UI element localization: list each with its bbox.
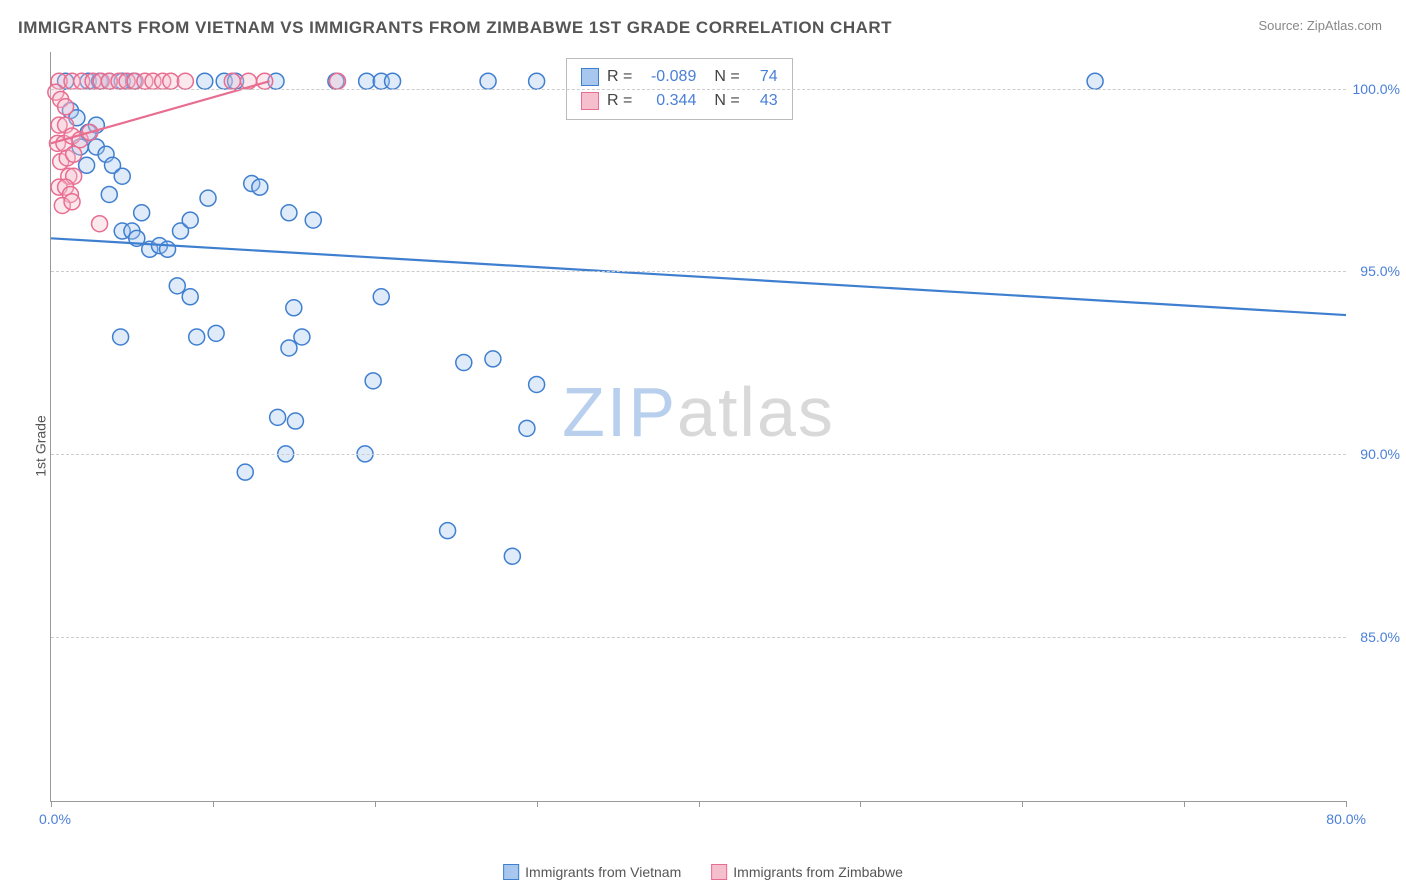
data-point	[64, 194, 80, 210]
data-point	[66, 146, 82, 162]
bottom-legend: Immigrants from Vietnam Immigrants from Z…	[503, 864, 903, 880]
x-max-label: 80.0%	[1326, 811, 1366, 827]
gridline	[51, 271, 1346, 272]
data-point	[134, 205, 150, 221]
data-point	[114, 168, 130, 184]
x-tick	[1346, 801, 1347, 807]
data-point	[485, 351, 501, 367]
source-label: Source: ZipAtlas.com	[1258, 18, 1382, 33]
data-point	[182, 289, 198, 305]
stats-r-label: R =	[607, 65, 632, 89]
stats-r-label: R =	[607, 89, 632, 113]
x-min-label: 0.0%	[39, 811, 71, 827]
stats-r-value: -0.089	[640, 65, 696, 89]
y-tick-label: 95.0%	[1360, 263, 1400, 279]
data-point	[294, 329, 310, 345]
gridline	[51, 454, 1346, 455]
chart-title: IMMIGRANTS FROM VIETNAM VS IMMIGRANTS FR…	[18, 18, 892, 38]
scatter-svg	[51, 52, 1346, 801]
x-tick	[51, 801, 52, 807]
data-point	[177, 73, 193, 89]
legend-item: Immigrants from Vietnam	[503, 864, 681, 880]
data-point	[286, 300, 302, 316]
x-tick	[1022, 801, 1023, 807]
data-point	[359, 73, 375, 89]
data-point	[373, 289, 389, 305]
data-point	[385, 73, 401, 89]
data-point	[270, 409, 286, 425]
data-point	[169, 278, 185, 294]
data-point	[208, 325, 224, 341]
y-tick-label: 90.0%	[1360, 446, 1400, 462]
x-tick	[699, 801, 700, 807]
stats-row: R = 0.344 N = 43	[581, 89, 778, 113]
legend-label: Immigrants from Vietnam	[525, 864, 681, 880]
legend-item: Immigrants from Zimbabwe	[711, 864, 903, 880]
data-point	[529, 73, 545, 89]
data-point	[224, 73, 240, 89]
stats-row: R = -0.089 N = 74	[581, 65, 778, 89]
legend-label: Immigrants from Zimbabwe	[733, 864, 903, 880]
data-point	[252, 179, 268, 195]
legend-swatch	[503, 864, 519, 880]
data-point	[504, 548, 520, 564]
stats-swatch	[581, 68, 599, 86]
data-point	[58, 99, 74, 115]
data-point	[237, 464, 253, 480]
data-point	[79, 157, 95, 173]
data-point	[281, 205, 297, 221]
x-tick	[213, 801, 214, 807]
data-point	[257, 73, 273, 89]
data-point	[189, 329, 205, 345]
plot-area: ZIPatlas R =-0.089N =74R =0.344N =43 0.0…	[50, 52, 1346, 802]
y-tick-label: 85.0%	[1360, 629, 1400, 645]
data-point	[182, 212, 198, 228]
y-axis-label: 1st Grade	[33, 415, 49, 476]
stats-n-value: 74	[748, 65, 778, 89]
data-point	[1087, 73, 1103, 89]
stats-n-label: N =	[714, 65, 739, 89]
x-tick	[375, 801, 376, 807]
stats-swatch	[581, 92, 599, 110]
gridline	[51, 637, 1346, 638]
data-point	[365, 373, 381, 389]
trend-line	[51, 81, 270, 143]
stats-r-value: 0.344	[640, 89, 696, 113]
data-point	[197, 73, 213, 89]
data-point	[480, 73, 496, 89]
x-tick	[860, 801, 861, 807]
data-point	[440, 523, 456, 539]
data-point	[529, 376, 545, 392]
data-point	[160, 241, 176, 257]
data-point	[101, 186, 117, 202]
data-point	[113, 329, 129, 345]
data-point	[456, 355, 472, 371]
data-point	[200, 190, 216, 206]
x-tick	[1184, 801, 1185, 807]
data-point	[305, 212, 321, 228]
data-point	[519, 420, 535, 436]
legend-swatch	[711, 864, 727, 880]
data-point	[287, 413, 303, 429]
stats-n-label: N =	[714, 89, 739, 113]
y-tick-label: 100.0%	[1353, 81, 1400, 97]
trend-line	[51, 238, 1346, 315]
x-tick	[537, 801, 538, 807]
data-point	[281, 340, 297, 356]
stats-n-value: 43	[748, 89, 778, 113]
data-point	[163, 73, 179, 89]
gridline	[51, 89, 1346, 90]
data-point	[92, 216, 108, 232]
data-point	[330, 73, 346, 89]
